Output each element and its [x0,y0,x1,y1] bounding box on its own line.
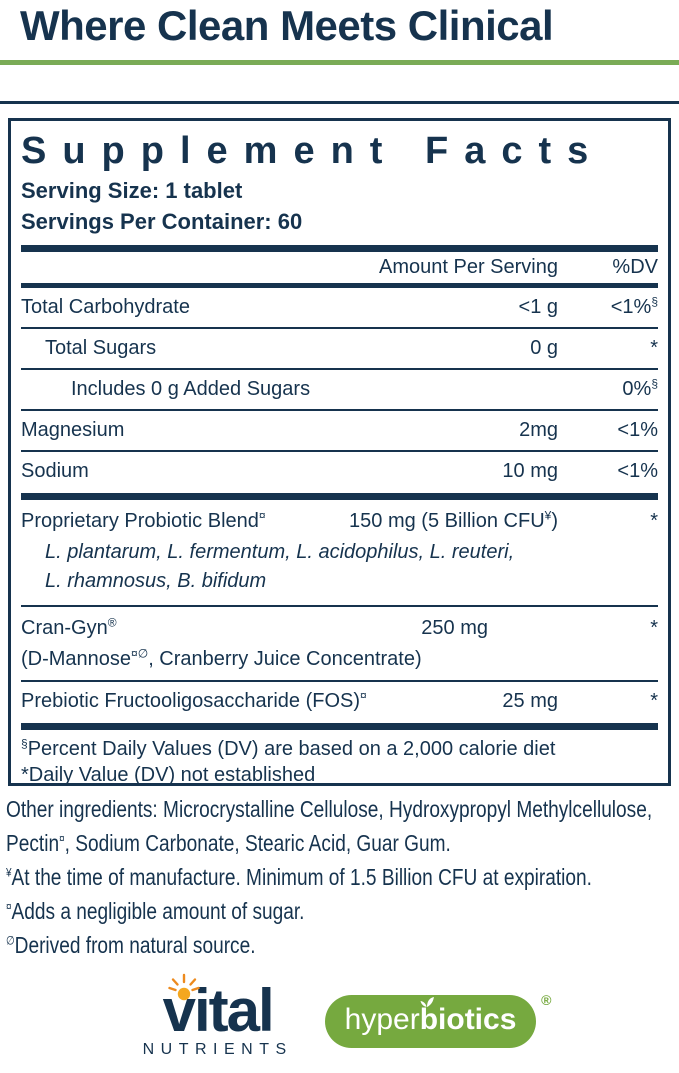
vital-wordmark: vital [162,977,275,1044]
table-header-row: Amount Per Serving %DV [21,252,658,283]
thin-rule [21,450,658,452]
nutrient-amount: 150 mg (5 Billion CFU¥) [349,507,558,532]
panel-footnotes: §Percent Daily Values (DV) are based on … [21,736,658,786]
blend-strains-line-2: L. rhamnosus, B. bifidum [45,570,267,592]
table-row: Includes 0 g Added Sugars 0%§ [21,370,658,409]
thick-rule [21,493,658,500]
biotics-text: biotics [420,997,516,1037]
thin-rule [21,680,658,682]
servings-per-container: Servings Per Container: 60 [21,209,303,234]
navy-divider [0,101,679,104]
nutrient-amount: 0 g [530,337,558,359]
nutrient-name: Proprietary Probiotic Blend¤ [21,507,266,532]
green-divider [0,60,679,65]
footnote: §Percent Daily Values (DV) are based on … [21,736,556,760]
hyperbiotics-pill: hyper biotics [324,995,537,1048]
hyperbiotics-logo: hyper biotics ® [324,992,551,1048]
footnote-marker: ¥ [544,507,552,522]
thick-rule [21,723,658,730]
footnote-marker: § [21,736,28,751]
nutrient-amount: <1 g [518,296,558,318]
nutrient-amount: 10 mg [502,460,558,482]
brand-logos: vital NUTRIENTS hyper biotics ® [0,973,679,1059]
footnote-marker: ¥ [6,865,12,880]
hyper-text: hyper [344,1003,420,1036]
table-row: Total Carbohydrate <1 g <1%§ [21,288,658,327]
nutrient-name: Cran-Gyn® [21,614,117,639]
registered-mark: ® [107,614,117,629]
footnote-marker: § [651,376,658,391]
registered-mark: ® [541,992,552,1008]
natural-source-note: ∅Derived from natural source. [6,932,256,958]
nutrient-dv: * [650,337,658,359]
thick-rule [21,283,658,288]
nutrient-dv: * [650,690,658,712]
supplement-facts-title: Supplement Facts [21,130,605,172]
nutrients-wordmark: NUTRIENTS [142,1041,293,1058]
nutrient-dv: * [650,509,658,532]
thin-rule [21,605,658,607]
nutrient-amount: 25 mg [502,690,558,712]
footnote: *Daily Value (DV) not established [21,764,316,786]
nutrient-dv: <1%§ [610,294,658,318]
footnote-marker: § [651,294,658,309]
nutrient-name: Total Sugars [45,337,157,359]
nutrient-dv: * [650,616,658,639]
nutrient-dv: 0%§ [622,376,658,400]
footnote-marker: ¤ [258,507,266,522]
page-title: Where Clean Meets Clinical [20,2,554,49]
manufacture-note: ¥At the time of manufacture. Minimum of … [6,864,592,890]
table-row: Prebiotic Fructooligosaccharide (FOS)¤ 2… [21,682,658,721]
thick-rule [21,245,658,252]
other-ingredients-line: Other ingredients: Microcrystalline Cell… [6,796,653,822]
nutrient-name: Includes 0 g Added Sugars [71,378,311,400]
column-header-amount: Amount Per Serving [379,256,558,278]
nutrient-name: Prebiotic Fructooligosaccharide (FOS)¤ [21,688,367,712]
nutrient-name: Sodium [21,460,89,482]
vital-nutrients-logo: vital NUTRIENTS [142,973,293,1059]
table-row: Cran-Gyn® 250 mg * [21,607,658,645]
crangyn-composition: (D-Mannose¤∅, Cranberry Juice Concentrat… [21,646,422,670]
footnote-marker: ¤ [6,899,12,914]
other-ingredients-line: Pectin¤, Sodium Carbonate, Stearic Acid,… [6,830,451,856]
sun-core [177,987,190,1001]
footnote-marker: ¤∅ [131,646,149,661]
nutrient-name: Magnesium [21,419,125,441]
table-row: Sodium 10 mg <1% [21,452,658,491]
nutrient-amount: 250 mg [421,616,488,639]
leaf-sprout-icon [420,997,434,1007]
supplement-facts-panel: Supplement Facts Serving Size: 1 tablet … [8,118,671,786]
sugar-note: ¤Adds a negligible amount of sugar. [6,898,305,924]
thin-rule [21,409,658,411]
sun-icon [167,973,200,1001]
column-header-dv: %DV [612,256,658,278]
footnote-marker: ¤ [360,688,367,703]
table-row: Magnesium 2mg <1% [21,411,658,450]
nutrient-dv: <1% [617,419,658,441]
blend-strains-line-1: L. plantarum, L. fermentum, L. acidophil… [45,541,515,563]
thin-rule [21,327,658,329]
table-row: Total Sugars 0 g * [21,329,658,368]
footnote-marker: ¤ [59,831,65,846]
table-row: Proprietary Probiotic Blend¤ 150 mg (5 B… [21,500,658,538]
nutrient-amount: 2mg [519,419,558,441]
other-ingredients-section: Other ingredients: Microcrystalline Cell… [6,792,679,962]
nutrient-name: Total Carbohydrate [21,296,190,318]
nutrient-dv: <1% [617,460,658,482]
footnote-marker: ∅ [6,933,15,948]
thin-rule [21,368,658,370]
serving-size: Serving Size: 1 tablet [21,178,243,203]
